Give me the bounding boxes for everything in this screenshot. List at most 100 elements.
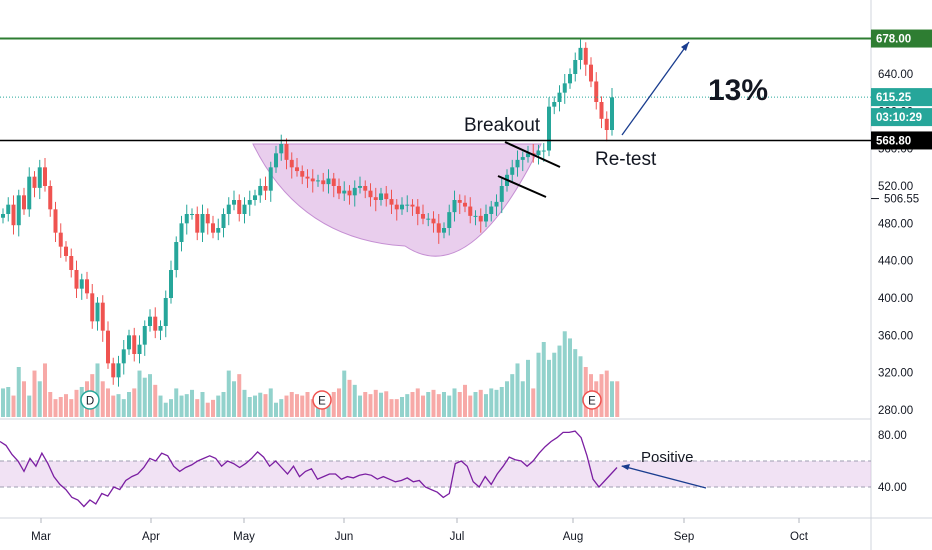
volume-bar [247,397,252,417]
candle-body [116,363,121,378]
volume-bar [358,395,362,417]
candle-body [515,159,520,168]
candle-body [169,270,173,298]
candle-body [43,167,47,186]
volume-bar [289,392,294,417]
candle-body [85,279,89,294]
candle-body [389,199,394,205]
candle-body [74,270,79,289]
event-marker-label: D [86,396,94,408]
volume-bar [253,395,257,417]
candle-body [442,228,446,233]
volume-bar [300,395,305,417]
volume-bar [305,392,310,417]
candle-body [174,242,179,270]
volume-bar [116,394,121,417]
volume-bar [58,397,63,417]
price-tick-label: 440.00 [878,256,913,268]
candle-body [578,47,583,60]
price-tick-label: 480.00 [878,218,913,230]
volume-bar [342,370,347,417]
volume-bar [447,395,452,417]
volume-bar [562,331,567,417]
flag-lower-line [497,175,547,198]
volume-bar [457,392,462,417]
rsi-pane [0,430,871,508]
candle-body [27,176,32,210]
time-tick-label: Aug [563,531,583,543]
volume-bar [505,381,509,417]
candle-body [478,215,483,222]
candle-body [352,187,357,196]
volume-bar [405,394,410,417]
price-levels [0,37,871,142]
candle-body [53,209,58,233]
annotations: Breakout Re-test 13% Positive [464,41,768,489]
volume-bar [295,394,299,417]
candle-body [216,228,221,233]
volume-bar [69,399,74,417]
time-tick-label: Sep [674,531,694,543]
volume-bar [263,394,268,417]
time-tick-label: Apr [142,531,160,543]
candle-body [148,316,152,326]
projection-arrow [621,41,690,136]
candle-body [205,214,210,224]
volume-bar [410,392,415,417]
candle-body [127,335,131,350]
candle-body [363,186,368,191]
event-marker-circle [582,390,602,410]
candle-body [284,144,289,160]
volume-bar [111,395,116,417]
candle-body [384,193,389,200]
candle-body [58,232,63,247]
volume-bar [373,389,378,417]
candle-body [90,293,95,322]
candle-body [11,204,16,226]
volume-bar [211,399,215,417]
candle-body [211,223,215,233]
candle-body [562,83,567,93]
candle-body [69,256,74,270]
volume-bar [158,395,163,417]
volume-bar [400,397,404,417]
candle-body [489,206,494,214]
price-tick-label: 280.00 [878,405,913,417]
volume-bar [531,388,536,417]
volume-bar [53,399,58,417]
volume-bar [337,388,341,417]
support-tag: 568.80 [876,135,911,147]
candle-body [95,302,100,322]
volume-bar [268,388,273,417]
candle-body [468,206,473,216]
candle-body [541,150,546,152]
event-marker-circle [312,390,332,410]
breakout-label: Breakout [464,115,541,136]
volume-bar [142,377,147,417]
volume-bar [368,394,373,417]
volume-bar [426,392,431,417]
volume-bar [43,363,47,417]
rsi-tick-label: 80.00 [878,430,907,442]
candle-body [610,97,614,130]
candle-body [368,190,373,198]
volume-bar [347,379,352,417]
rsi-line [0,430,618,508]
candle-body [158,326,163,331]
volume-bar [32,370,37,417]
volume-bar [583,367,588,417]
candle-body [16,195,21,226]
volume-bar [421,395,425,417]
volume-bar [48,392,53,417]
candle-body [347,190,352,196]
volume-bar [195,399,200,417]
countdown-tag-bg [871,108,932,127]
volume-bar [6,387,11,417]
candle-body [316,180,320,182]
candle-body [64,246,68,256]
volume-bar [284,395,289,417]
volume-bar [552,352,557,417]
volume-bar [27,395,32,417]
volume-bar [389,399,394,417]
